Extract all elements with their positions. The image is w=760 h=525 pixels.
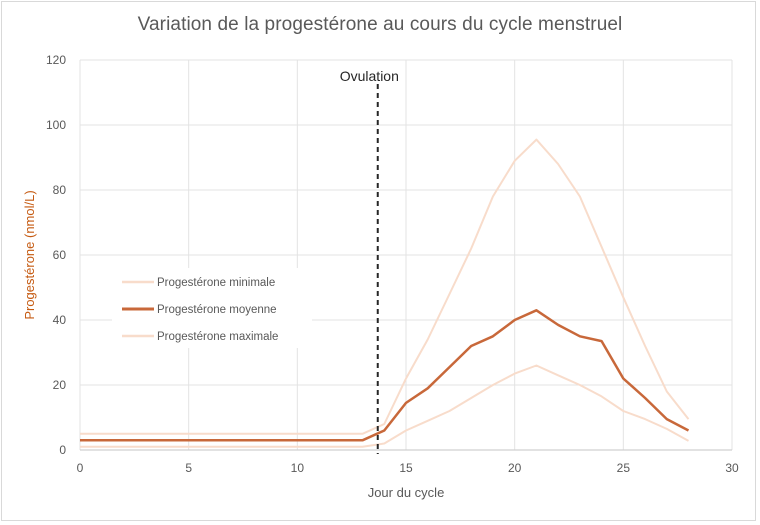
x-tick-label: 0 (77, 461, 84, 475)
x-axis-ticks: 0 5 10 15 20 25 30 (77, 461, 739, 475)
series-line-2 (80, 138, 690, 435)
y-axis-title: Progestérone (nmol/L) (22, 190, 37, 319)
y-tick-label: 60 (53, 248, 67, 262)
y-tick-label: 20 (53, 378, 67, 392)
legend: Progestérone minimale Progestérone moyenn… (112, 268, 312, 348)
x-axis-title: Jour du cycle (368, 485, 445, 500)
y-axis-ticks: 0 20 40 60 80 100 120 (46, 53, 66, 457)
x-tick-label: 30 (725, 461, 739, 475)
annotations: Ovulation (340, 68, 399, 454)
series-line-1 (80, 309, 690, 442)
y-tick-label: 80 (53, 183, 67, 197)
y-tick-label: 100 (46, 118, 66, 132)
legend-label: Progestérone moyenne (157, 304, 277, 316)
x-tick-label: 20 (508, 461, 522, 475)
y-tick-label: 0 (59, 443, 66, 457)
x-tick-label: 15 (399, 461, 413, 475)
y-tick-label: 120 (46, 53, 66, 67)
x-tick-label: 5 (185, 461, 192, 475)
y-tick-label: 40 (53, 313, 67, 327)
legend-label: Progestérone minimale (157, 277, 275, 289)
x-tick-label: 10 (291, 461, 305, 475)
ovulation-label: Ovulation (340, 68, 399, 84)
data-series (80, 138, 690, 448)
gridlines (79, 59, 733, 451)
series-line-0 (80, 364, 689, 448)
chart-title: Variation de la progestérone au cours du… (137, 14, 623, 35)
x-tick-label: 25 (617, 461, 631, 475)
legend-label: Progestérone maximale (157, 331, 278, 343)
